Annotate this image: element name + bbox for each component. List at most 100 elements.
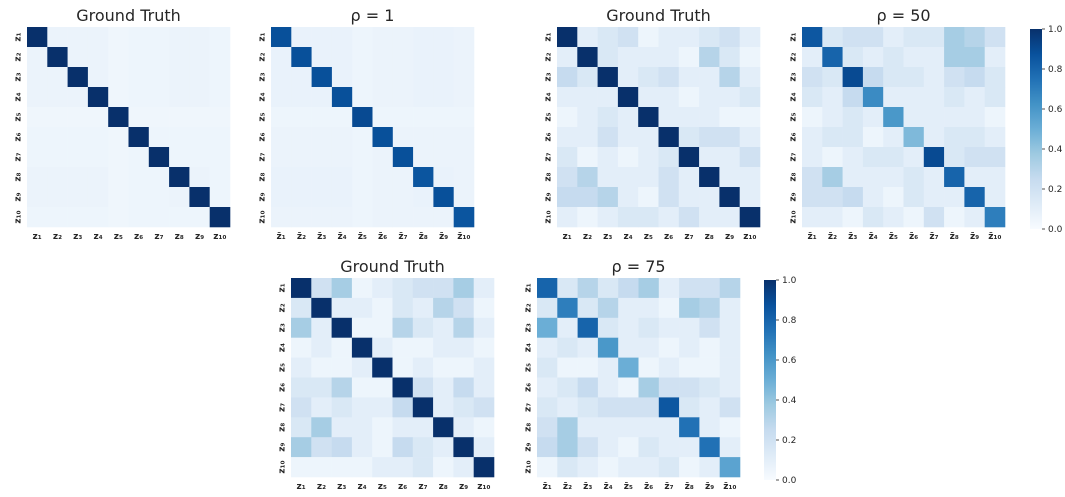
heatmap-cell [331, 278, 353, 299]
x-tick-label: z₁₀ [743, 232, 756, 242]
heatmap-cell [719, 377, 741, 398]
heatmap-cell [537, 437, 558, 458]
x-tick-label: z̄₁ [808, 232, 817, 242]
heatmap-cell [413, 87, 434, 108]
heatmap-cell [699, 357, 720, 378]
heatmap-cell [658, 67, 680, 88]
heatmap-cell [679, 297, 700, 319]
heatmap-cell [372, 67, 394, 88]
heatmap-cell [67, 207, 89, 228]
heatmap-cell [719, 297, 741, 319]
heatmap-cell [537, 278, 558, 299]
heatmap-cell [577, 47, 598, 68]
heatmap-cell [128, 207, 150, 228]
heatmap-cell [351, 417, 373, 438]
heatmap-cell [128, 47, 150, 68]
heatmap-cell [984, 67, 1006, 88]
heatmap-cell [597, 27, 619, 48]
heatmap-cell [903, 147, 925, 168]
y-tick-label: z₉ [524, 443, 534, 452]
heatmap-cell [842, 147, 864, 168]
heatmap-cell [557, 187, 578, 208]
heatmap-cell [577, 187, 598, 208]
heatmap-cell [311, 107, 333, 128]
heatmap-cell [392, 317, 414, 338]
heatmap-cell [453, 417, 474, 438]
heatmap-cell [597, 337, 619, 358]
x-tick-label: z̄₁₀ [457, 232, 470, 242]
y-tick-label: z₉ [544, 192, 554, 201]
heatmap-cell [352, 67, 373, 88]
heatmap-cell [862, 27, 884, 48]
heatmap-cell [658, 377, 680, 398]
heatmap-cell [67, 167, 89, 188]
heatmap-cell [433, 457, 454, 478]
heatmap-cell [291, 417, 312, 438]
heatmap-cell [453, 187, 475, 208]
y-tick-label: z₆ [789, 132, 799, 141]
heatmap-cell [433, 297, 454, 319]
heatmap-cell [923, 107, 945, 128]
heatmap-cell [658, 437, 680, 458]
heatmap-cell [719, 167, 740, 188]
heatmap-cell [802, 127, 823, 148]
heatmap-cell [597, 167, 619, 188]
y-tick-label: z₇ [544, 152, 554, 161]
heatmap-cell [453, 147, 475, 168]
heatmap-cell [271, 87, 292, 108]
heatmap-cell [412, 278, 434, 299]
heatmap-cell [739, 167, 761, 188]
heatmap-cell [311, 377, 332, 398]
heatmap-cell [802, 67, 823, 88]
heatmap-cell [577, 207, 598, 228]
heatmap-cell [27, 147, 48, 168]
heatmap-cell [719, 417, 741, 438]
heatmap-cell [311, 207, 333, 228]
heatmap-cell [557, 47, 578, 68]
heatmap-cell [271, 107, 292, 128]
colorbar-tick-label: 1.0 [1048, 25, 1063, 35]
heatmap-cell [679, 437, 700, 458]
heatmap-cell [842, 87, 864, 108]
y-tick-label: z₈ [524, 423, 534, 432]
heatmap-cell [331, 147, 353, 168]
x-tick-label: z̄₅ [624, 482, 633, 492]
heatmap-title: ρ = 75 [611, 257, 665, 276]
heatmap-cell [944, 127, 965, 148]
heatmap-cell [189, 147, 210, 168]
heatmap-cell [412, 317, 434, 338]
heatmap-cell [352, 207, 373, 228]
heatmap-cell [352, 147, 373, 168]
x-tick-label: z̄₁ [277, 232, 286, 242]
heatmap-cell [617, 107, 639, 128]
heatmap-cell [473, 397, 495, 418]
heatmap-cell [271, 67, 292, 88]
y-tick-label: z₆ [14, 132, 24, 141]
heatmap-cell [209, 47, 231, 68]
heatmap-cell [862, 167, 884, 188]
y-tick-label: z₄ [789, 92, 799, 101]
heatmap-cell [271, 127, 292, 148]
heatmap-cell [473, 357, 495, 378]
heatmap-cell [658, 27, 680, 48]
heatmap-cell [617, 87, 639, 108]
y-tick-label: z₈ [258, 172, 268, 181]
y-tick-label: z₃ [544, 72, 554, 81]
heatmap-cell [433, 437, 454, 458]
heatmap-cell [352, 127, 373, 148]
heatmap-cell [311, 337, 332, 358]
heatmap-cell [351, 377, 373, 398]
heatmap-cell [577, 457, 599, 478]
heatmap-cell [453, 377, 474, 398]
heatmap-cell [311, 67, 333, 88]
heatmap-cell [27, 207, 48, 228]
heatmap-cell [617, 187, 639, 208]
heatmap-cell [719, 317, 741, 338]
heatmap-cell [658, 147, 680, 168]
heatmap-cell [27, 27, 48, 48]
heatmap-cell [209, 107, 231, 128]
heatmap-cell [169, 47, 190, 68]
heatmap-cell [271, 207, 292, 228]
heatmap-cell [108, 47, 129, 68]
heatmap-cell [189, 167, 210, 188]
